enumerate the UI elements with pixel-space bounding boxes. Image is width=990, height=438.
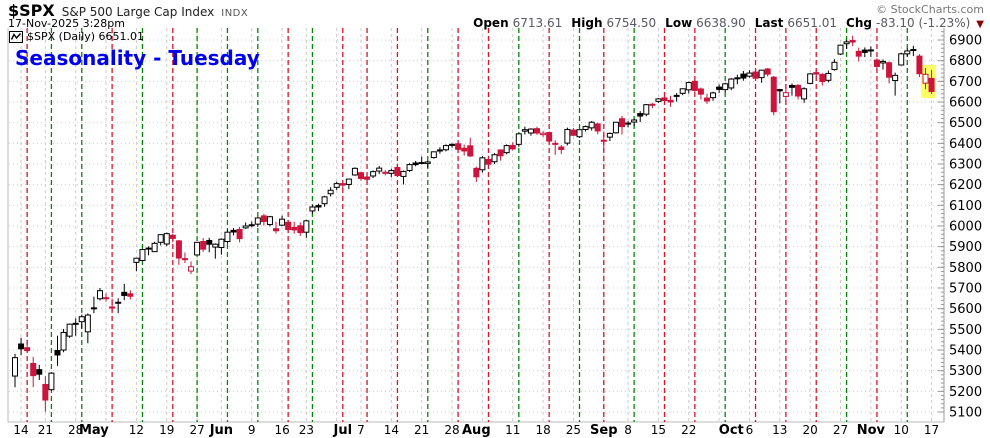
svg-text:6200: 6200 (949, 178, 982, 193)
symbol-label: $SPX (8, 1, 55, 20)
svg-text:5300: 5300 (949, 364, 982, 379)
chart-header: $SPX S&P 500 Large Cap Index INDX (8, 1, 248, 20)
svg-text:6800: 6800 (949, 54, 982, 69)
svg-text:5800: 5800 (949, 261, 982, 276)
svg-text:6900: 6900 (949, 34, 982, 49)
low-label: Low (665, 16, 693, 30)
svg-text:Nov: Nov (857, 423, 886, 438)
last-value: 6651.01 (787, 16, 838, 30)
svg-text:12: 12 (129, 423, 144, 437)
svg-text:Oct: Oct (719, 423, 744, 438)
open-label: Open (473, 16, 509, 30)
svg-text:13: 13 (772, 423, 787, 437)
svg-text:19: 19 (159, 423, 174, 437)
svg-text:5600: 5600 (949, 302, 982, 317)
svg-text:6600: 6600 (949, 96, 982, 111)
svg-text:5900: 5900 (949, 240, 982, 255)
mini-chart-icon (9, 30, 23, 43)
svg-text:27: 27 (189, 423, 204, 437)
svg-text:6: 6 (746, 423, 754, 437)
svg-text:27: 27 (833, 423, 848, 437)
svg-text:Sep: Sep (590, 423, 618, 438)
last-label: Last (754, 16, 784, 30)
index-name-label: S&P 500 Large Cap Index (61, 5, 215, 19)
svg-text:18: 18 (535, 423, 550, 437)
svg-text:5400: 5400 (949, 344, 982, 359)
svg-text:5200: 5200 (949, 385, 982, 400)
series-legend: $SPX (Daily) 6651.01 (9, 30, 144, 43)
svg-text:14: 14 (384, 423, 399, 437)
svg-text:6100: 6100 (949, 199, 982, 214)
quote-bar: Open 6713.61 High 6754.50 Low 6638.90 Last 6… (473, 16, 984, 30)
copyright-label: © StockCharts.com (876, 3, 984, 16)
series-legend-label: $SPX (Daily) 6651.01 (27, 30, 145, 43)
svg-text:Jun: Jun (209, 423, 233, 438)
svg-text:28: 28 (68, 423, 83, 437)
svg-text:Jul: Jul (332, 423, 352, 438)
svg-text:Aug: Aug (462, 423, 491, 438)
change-down-arrow-icon: ▼ (976, 19, 984, 30)
svg-text:5100: 5100 (949, 406, 982, 421)
svg-text:5500: 5500 (949, 323, 982, 338)
svg-text:21: 21 (38, 423, 53, 437)
svg-text:23: 23 (299, 423, 314, 437)
change-value: -83.10 (-1.23%) (875, 16, 971, 30)
svg-text:8: 8 (624, 423, 632, 437)
open-value: 6713.61 (512, 16, 563, 30)
low-value: 6638.90 (696, 16, 746, 30)
svg-text:9: 9 (248, 423, 256, 437)
svg-text:6400: 6400 (949, 137, 982, 152)
svg-text:6000: 6000 (949, 220, 982, 235)
svg-text:16: 16 (274, 423, 289, 437)
high-value: 6754.50 (606, 16, 657, 30)
svg-text:14: 14 (13, 423, 28, 437)
svg-text:21: 21 (414, 423, 429, 437)
svg-text:May: May (79, 423, 109, 438)
chart-annotation-text: Seasonality - Tuesday (15, 46, 260, 70)
exchange-label: INDX (221, 8, 249, 19)
svg-text:22: 22 (681, 423, 696, 437)
svg-text:20: 20 (803, 423, 818, 437)
change-label: Chg (846, 16, 872, 30)
svg-text:6500: 6500 (949, 116, 982, 131)
svg-text:10: 10 (894, 423, 909, 437)
timestamp-label: 17-Nov-2025 3:28pm (8, 17, 125, 30)
svg-text:28: 28 (444, 423, 459, 437)
svg-text:6700: 6700 (949, 75, 982, 90)
svg-text:6300: 6300 (949, 158, 982, 173)
svg-text:17: 17 (924, 423, 939, 437)
high-label: High (571, 16, 603, 30)
svg-text:25: 25 (566, 423, 581, 437)
svg-text:7: 7 (357, 423, 365, 437)
svg-text:5700: 5700 (949, 282, 982, 297)
svg-text:15: 15 (651, 423, 666, 437)
svg-text:11: 11 (505, 423, 520, 437)
